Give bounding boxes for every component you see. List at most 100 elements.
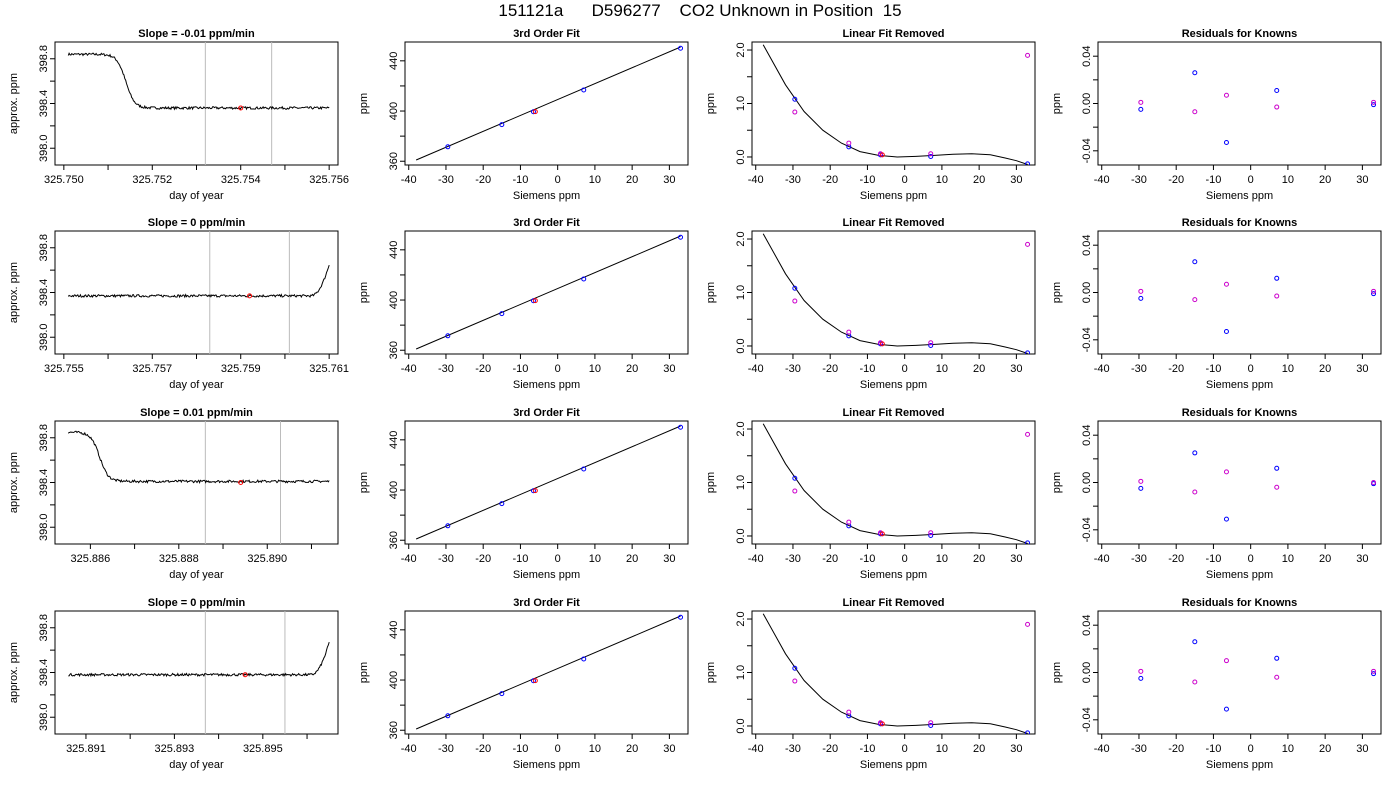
x-tick-label: 325.755 [44,363,84,375]
data-point [846,140,852,146]
data-point [581,276,587,282]
y-axis-label: ppm [705,93,717,114]
x-tick-label: 20 [626,743,638,755]
data-point [445,144,451,150]
data-point [1138,106,1144,112]
data-point [581,466,587,472]
plot-frame [751,41,1036,166]
y-tick-label: 360 [388,152,400,170]
plot-area [68,611,330,734]
y-tick-label: -0.04 [1081,707,1093,732]
x-tick-label: -20 [1168,174,1184,186]
data-point [1274,87,1280,93]
chart-panel-1: Slope = -0.01 ppm/min 325.750 325.752 325.7… [8,28,349,202]
y-tick-label: 0.0 [735,338,747,353]
chart-title: 3rd Order Fit [513,28,580,40]
data-point [792,665,798,671]
x-tick-label: -10 [512,174,528,186]
plot-frame [1097,420,1382,545]
y-tick-label: 0.04 [1081,614,1093,635]
data-point [1371,671,1377,677]
y-tick-label: 398.4 [38,90,50,118]
y-tick-label: 440 [388,431,400,449]
y-axis-label: ppm [1051,472,1063,493]
x-tick-label: 20 [1319,363,1331,375]
data-point [1371,668,1377,674]
x-tick-label: 325.750 [44,174,84,186]
x-tick-label: 0 [555,553,561,565]
x-tick-label: -20 [475,174,491,186]
chart-title: Residuals for Knowns [1182,407,1298,419]
plot-frame [54,610,339,735]
data-point [1274,104,1280,110]
data-point [678,45,684,51]
unknown-point [238,480,244,485]
data-point [499,122,505,128]
y-tick-label: 0.0 [735,149,747,164]
x-tick-label: 0 [555,363,561,375]
y-tick-label: 1.0 [735,285,747,300]
plot-frame [751,610,1036,735]
x-tick-label: 10 [1282,553,1294,565]
data-point [928,153,934,159]
data-point [928,342,934,348]
chart-panel-15: Linear Fit Removed -40 -30 -20 -10 0 10 20 30 0.0… [705,597,1036,771]
x-tick-label: -40 [1094,363,1110,375]
chart-title: Linear Fit Removed [842,597,944,609]
y-tick-label: 398.8 [38,614,50,642]
y-axis-label: ppm [1051,662,1063,683]
data-point [532,298,538,304]
y-tick-label: 398.4 [38,659,50,687]
x-tick-label: 0 [1248,553,1254,565]
x-tick-label: 10 [1282,363,1294,375]
x-tick-label: 325.893 [155,743,195,755]
unknown-point [242,672,248,678]
x-tick-label: 30 [663,363,675,375]
data-point [1025,621,1031,627]
x-tick-label: -30 [1131,363,1147,375]
x-tick-label: 10 [1282,743,1294,755]
data-point [581,656,587,662]
data-point [1274,465,1280,471]
x-tick-label: 20 [1319,743,1331,755]
y-tick-label: 0.04 [1081,45,1093,66]
data-point [1025,540,1031,544]
chart-title: 3rd Order Fit [513,407,580,419]
x-tick-label: -40 [748,363,764,375]
data-point [1138,99,1144,105]
x-axis-label: Siemens ppm [513,569,580,581]
ppm-trace [67,264,330,299]
data-point [678,234,684,240]
data-point [1223,92,1229,98]
fit-curve [762,44,1028,165]
x-tick-label: 30 [1010,174,1022,186]
x-tick-label: -40 [748,553,764,565]
data-point [1223,706,1229,712]
x-tick-label: 30 [663,553,675,565]
x-tick-label: -10 [512,743,528,755]
x-tick-label: 0 [555,174,561,186]
y-axis-label: ppm [358,662,370,683]
x-tick-label: -10 [1205,553,1221,565]
x-tick-label: 325.754 [221,174,261,186]
x-axis-label: day of year [169,190,224,202]
y-tick-label: 0.04 [1081,234,1093,255]
data-point [928,720,934,726]
y-tick-label: 398.0 [38,703,50,731]
x-tick-label: 325.886 [70,553,110,565]
x-axis-label: Siemens ppm [513,190,580,202]
chart-title: Linear Fit Removed [842,28,944,40]
y-tick-label: 1.0 [735,665,747,680]
data-point [928,530,934,536]
data-point [1138,668,1144,674]
plot-frame [1097,230,1382,355]
y-axis-label: ppm [705,472,717,493]
y-tick-label: 440 [388,241,400,259]
data-point [499,691,505,697]
x-tick-label: -40 [401,174,417,186]
y-tick-label: 400 [388,481,400,499]
data-point [1223,516,1229,522]
x-tick-label: -30 [1131,174,1147,186]
fit-line [415,425,681,540]
data-point [792,488,798,494]
